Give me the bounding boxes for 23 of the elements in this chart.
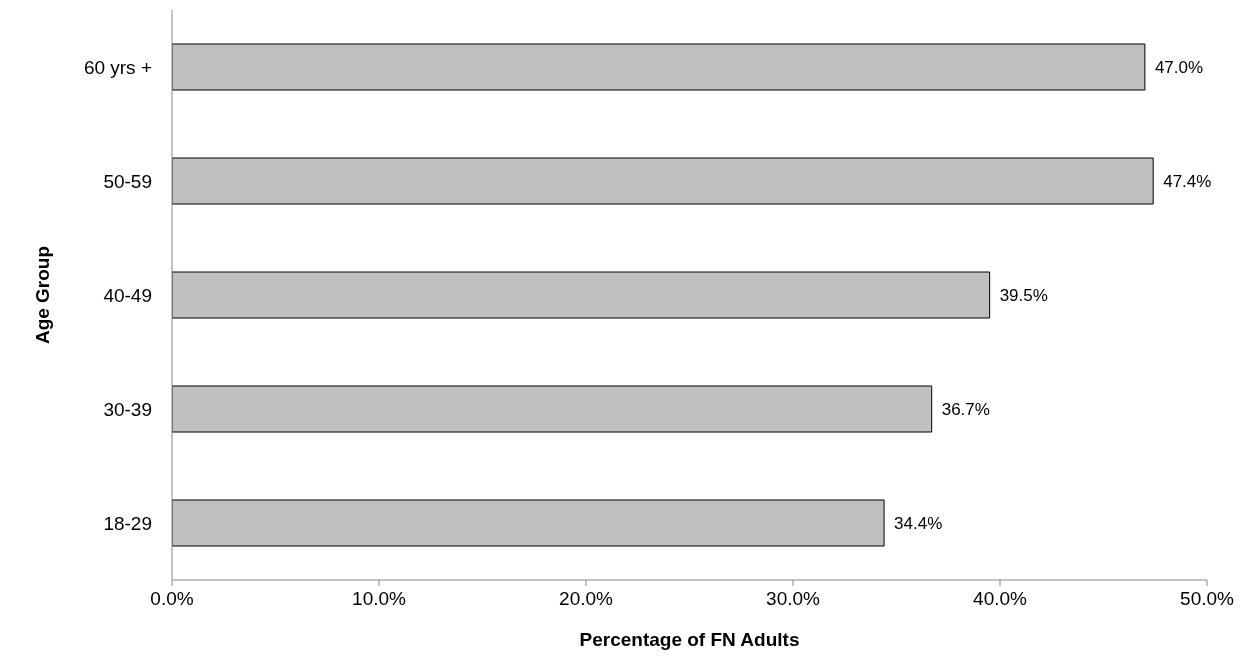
y-tick-label: 60 yrs + <box>83 56 152 78</box>
y-tick-label: 40-49 <box>103 284 152 306</box>
x-tick-label: 0.0% <box>150 588 194 610</box>
y-tick-label: 50-59 <box>103 170 152 192</box>
data-label: 36.7% <box>941 400 990 420</box>
bar <box>172 271 991 319</box>
x-tick-label: 40.0% <box>973 588 1028 610</box>
data-label: 47.4% <box>1163 172 1212 192</box>
bar <box>172 43 1146 91</box>
x-tick-label: 20.0% <box>559 588 614 610</box>
bar <box>172 157 1154 205</box>
y-tick-label: 30-39 <box>103 398 152 420</box>
y-axis-title: Age Group <box>31 245 53 345</box>
bar <box>172 385 933 433</box>
x-tick-label: 30.0% <box>766 588 821 610</box>
data-label: 47.0% <box>1154 58 1204 78</box>
x-axis-title: Percentage of FN Adults <box>579 629 800 650</box>
data-label: 39.5% <box>999 286 1048 306</box>
y-tick-label: 18-29 <box>103 512 152 534</box>
data-label: 34.4% <box>894 514 943 534</box>
x-tick-label: 10.0% <box>352 588 407 610</box>
x-tick-label: 50.0% <box>1180 588 1235 610</box>
bar <box>172 499 885 547</box>
